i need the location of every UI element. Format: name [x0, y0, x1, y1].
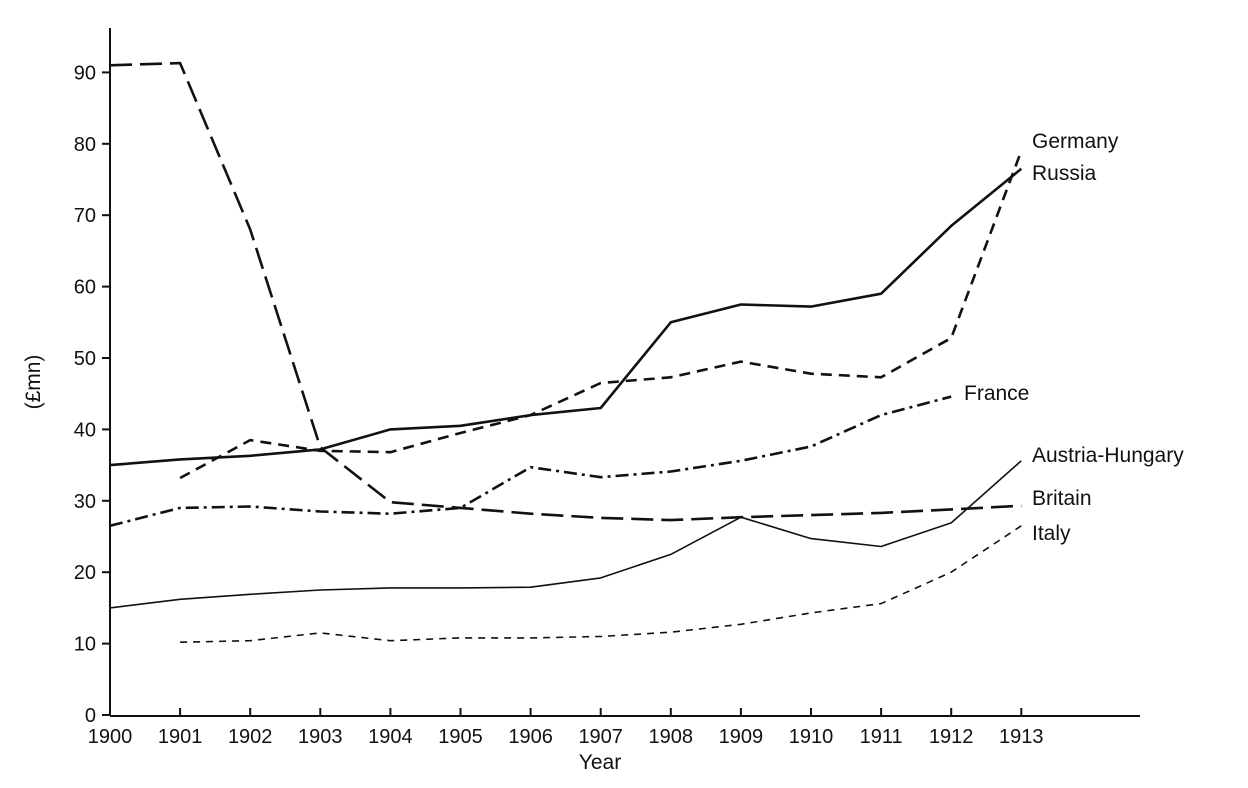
series-label: Russia [1032, 162, 1097, 185]
x-axis-title: Year [579, 751, 621, 774]
y-ticks: 0 10 20 30 40 50 60 70 80 90 [74, 62, 110, 727]
series-label: Italy [1032, 522, 1071, 545]
x-tick-label: 1913 [999, 726, 1044, 748]
x-tick-label: 1909 [719, 726, 764, 748]
y-tick-label: 50 [74, 348, 96, 370]
y-tick-label: 80 [74, 134, 96, 156]
x-tick-label: 1910 [789, 726, 834, 748]
y-tick-label: 40 [74, 419, 96, 441]
y-tick-label: 10 [74, 634, 96, 656]
x-tick-label: 1905 [438, 726, 483, 748]
series-line-germany [179, 150, 1023, 480]
series-line-russia [109, 167, 1023, 467]
x-tick-label: 1900 [88, 726, 133, 748]
x-tick-label: 1907 [578, 726, 623, 748]
y-tick-label: 0 [85, 705, 96, 727]
y-tick-label: 60 [74, 277, 96, 299]
series-label: Britain [1032, 487, 1092, 510]
series-label: Germany [1032, 130, 1119, 153]
series-line-britain [109, 61, 1022, 522]
x-ticks: 1900 1901 1902 1903 1904 1905 1906 1907 1908 1909… [88, 708, 1044, 748]
y-tick-label: 70 [74, 205, 96, 227]
series-line-austria-hungary [109, 460, 1022, 609]
series-line-italy [180, 525, 1022, 643]
y-tick-label: 20 [74, 562, 96, 584]
series-labels: Germany Russia France Austria-Hungary Britai… [964, 130, 1184, 545]
series-label: Austria-Hungary [1032, 444, 1184, 467]
x-tick-label: 1908 [649, 726, 694, 748]
x-tick-label: 1912 [929, 726, 974, 748]
x-tick-label: 1901 [158, 726, 203, 748]
series-lines [109, 61, 1023, 643]
y-tick-label: 90 [74, 62, 96, 84]
x-tick-label: 1904 [368, 726, 413, 748]
x-tick-label: 1906 [508, 726, 553, 748]
series-label: France [964, 382, 1029, 405]
x-tick-label: 1902 [228, 726, 273, 748]
axes [109, 28, 1140, 717]
y-axis-title: (£mn) [22, 355, 45, 410]
y-tick-label: 30 [74, 491, 96, 513]
x-tick-label: 1903 [298, 726, 343, 748]
series-line-france [109, 395, 952, 528]
x-tick-label: 1911 [860, 726, 903, 748]
